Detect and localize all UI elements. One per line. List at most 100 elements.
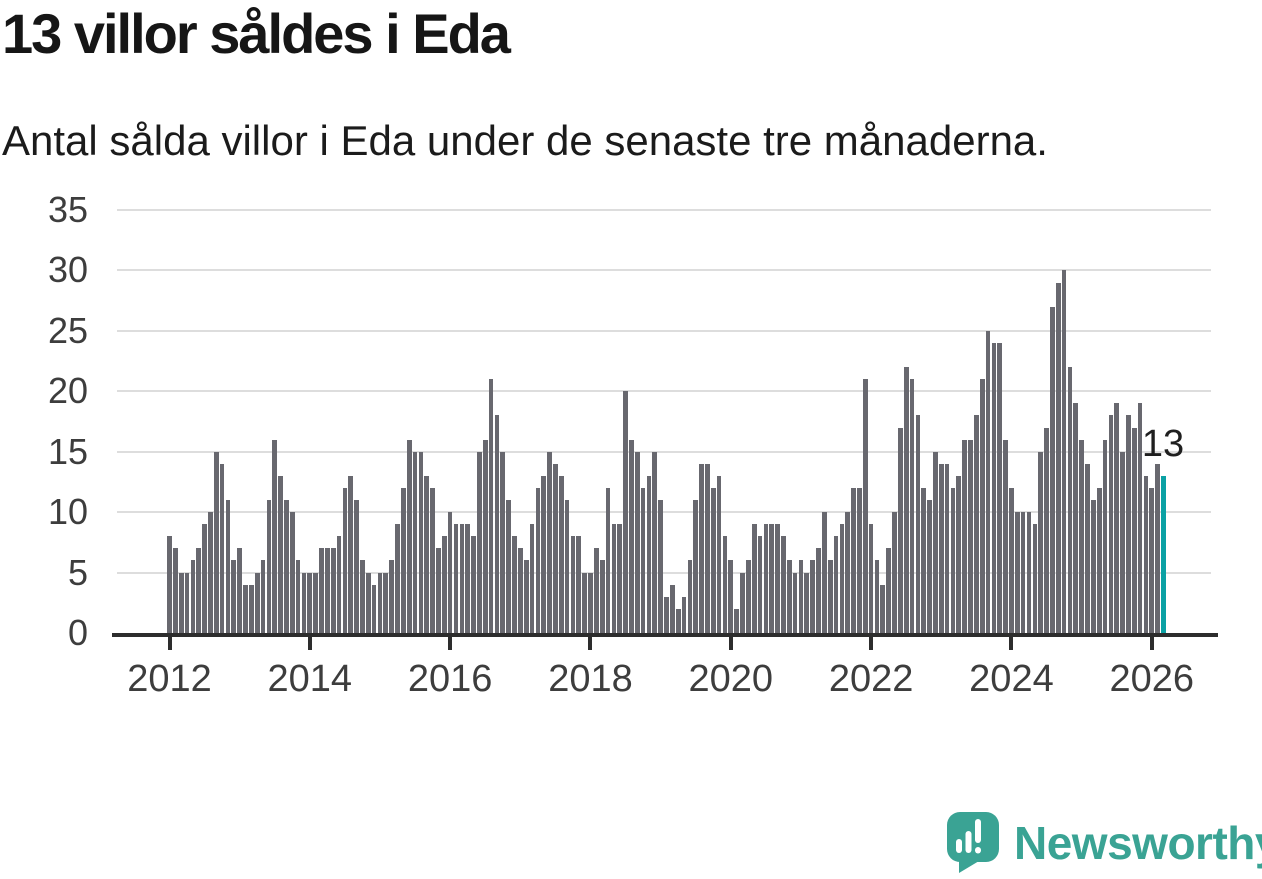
bar — [412, 451, 418, 633]
bar — [167, 536, 172, 633]
bar — [693, 500, 699, 633]
bar — [570, 536, 576, 633]
bar — [529, 524, 535, 633]
bar — [921, 487, 927, 633]
bar — [1102, 439, 1108, 633]
bar — [617, 524, 623, 633]
bar — [868, 524, 874, 633]
bar — [482, 439, 488, 633]
last-value-label: 13 — [1141, 423, 1185, 465]
bar — [325, 548, 330, 633]
bar — [278, 475, 283, 633]
bar — [646, 475, 652, 633]
bar — [874, 560, 880, 633]
x-axis-tick — [869, 637, 874, 650]
bar — [535, 487, 541, 633]
gridline — [117, 208, 1211, 211]
bar — [716, 475, 722, 633]
bar — [441, 536, 447, 633]
x-axis-label: 2014 — [267, 658, 353, 700]
bar — [365, 572, 371, 633]
bar — [576, 536, 582, 633]
bar — [968, 439, 973, 633]
bar — [266, 500, 272, 633]
bar — [816, 548, 821, 633]
x-axis-label: 2012 — [127, 658, 212, 700]
bar — [1143, 475, 1149, 633]
bar — [862, 379, 868, 633]
bar — [898, 427, 903, 633]
bar — [950, 487, 956, 633]
bar — [564, 500, 570, 633]
bar — [202, 524, 207, 633]
x-axis-tick — [448, 637, 453, 650]
bar — [190, 560, 196, 633]
bar — [172, 548, 178, 633]
bar — [517, 548, 523, 633]
bar — [997, 342, 1003, 633]
x-axis-tick — [1149, 637, 1154, 650]
bar — [757, 536, 763, 633]
bar — [360, 560, 365, 633]
bar — [1108, 415, 1114, 633]
bar — [465, 524, 471, 633]
x-axis-label: 2016 — [407, 658, 493, 700]
bar — [927, 500, 932, 633]
bar — [623, 391, 628, 633]
bar — [289, 512, 295, 633]
bar — [459, 524, 465, 633]
bar — [746, 560, 751, 633]
bar — [1085, 463, 1090, 633]
bar — [1149, 487, 1155, 633]
bar — [284, 500, 289, 633]
bar — [1096, 487, 1102, 633]
bar — [827, 560, 833, 633]
bar — [494, 415, 500, 633]
bar — [1155, 463, 1160, 633]
bar — [1044, 427, 1049, 633]
bar — [225, 500, 231, 633]
gridline — [117, 571, 1211, 574]
bar — [857, 487, 862, 633]
bar — [909, 379, 915, 633]
x-axis-line — [112, 633, 1218, 637]
bar — [243, 584, 248, 633]
x-axis-label: 2024 — [969, 658, 1054, 700]
bar — [1126, 415, 1131, 633]
bar — [477, 451, 482, 633]
bar — [933, 451, 938, 633]
bar — [348, 475, 354, 633]
bar — [786, 560, 792, 633]
bar — [1067, 367, 1073, 633]
bar — [810, 560, 815, 633]
bar — [985, 330, 991, 633]
bar — [184, 572, 190, 633]
gridline — [117, 390, 1211, 393]
bar — [652, 451, 658, 633]
bar — [699, 463, 704, 633]
bar — [705, 463, 710, 633]
bar — [1020, 512, 1026, 633]
bar — [593, 548, 599, 633]
bar — [383, 572, 389, 633]
y-axis-label: 0 — [67, 612, 88, 653]
bar — [640, 487, 646, 633]
bar — [424, 475, 430, 633]
bar — [833, 536, 839, 633]
bar — [728, 560, 734, 633]
bar — [734, 608, 739, 633]
bar — [599, 560, 605, 633]
bar — [512, 536, 517, 633]
y-axis-label: 30 — [47, 249, 88, 291]
bar — [354, 500, 359, 633]
bar — [219, 463, 225, 633]
x-axis-tick — [307, 637, 312, 650]
bar — [453, 524, 459, 633]
x-axis-tick — [1009, 637, 1014, 650]
bar — [541, 475, 547, 633]
bar — [523, 560, 529, 633]
newsworthy-logo-text: Newsworthy — [1014, 817, 1262, 869]
bar — [553, 463, 558, 633]
